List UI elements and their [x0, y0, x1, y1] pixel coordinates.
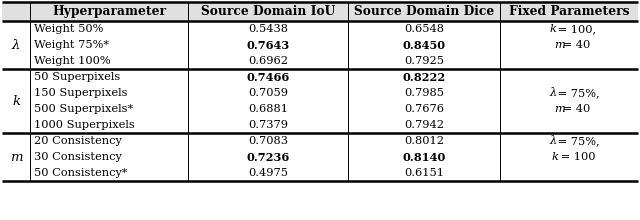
Text: 150 Superpixels: 150 Superpixels: [34, 88, 127, 98]
Text: 0.7676: 0.7676: [404, 104, 444, 114]
Text: m: m: [10, 150, 22, 163]
Text: 30 Consistency: 30 Consistency: [34, 152, 122, 162]
Text: m: m: [554, 104, 565, 114]
Text: 500 Superpixels*: 500 Superpixels*: [34, 104, 133, 114]
Text: = 40: = 40: [559, 104, 591, 114]
Text: = 100: = 100: [557, 152, 595, 162]
Text: k: k: [12, 95, 20, 108]
Text: 0.4975: 0.4975: [248, 168, 288, 178]
Bar: [2, 2, 638, 181]
Text: Weight 75%*: Weight 75%*: [34, 40, 109, 50]
Text: = 75%,: = 75%,: [554, 136, 600, 146]
Text: = 75%,: = 75%,: [554, 88, 600, 98]
Text: 50 Consistency*: 50 Consistency*: [34, 168, 127, 178]
Text: k: k: [552, 152, 559, 162]
Text: 0.7925: 0.7925: [404, 56, 444, 66]
Text: 0.7466: 0.7466: [246, 72, 290, 82]
Text: 0.6962: 0.6962: [248, 56, 288, 66]
Text: 0.8222: 0.8222: [403, 72, 445, 82]
Text: 20 Consistency: 20 Consistency: [34, 136, 122, 146]
Text: 0.7942: 0.7942: [404, 120, 444, 130]
Text: k: k: [549, 24, 556, 34]
Text: 0.7083: 0.7083: [248, 136, 288, 146]
Text: m: m: [554, 40, 565, 50]
Text: 1000 Superpixels: 1000 Superpixels: [34, 120, 135, 130]
Text: Source Domain IoU: Source Domain IoU: [201, 5, 335, 18]
Text: 0.7059: 0.7059: [248, 88, 288, 98]
Text: Source Domain Dice: Source Domain Dice: [354, 5, 494, 18]
Text: 0.6548: 0.6548: [404, 24, 444, 34]
Text: λ: λ: [549, 136, 557, 146]
Text: 0.7236: 0.7236: [246, 152, 290, 163]
Text: λ: λ: [549, 88, 557, 98]
Text: λ: λ: [12, 38, 20, 51]
Text: 0.7985: 0.7985: [404, 88, 444, 98]
Text: 0.7379: 0.7379: [248, 120, 288, 130]
Text: 0.7643: 0.7643: [246, 40, 290, 51]
Text: = 100,: = 100,: [554, 24, 596, 34]
Text: 0.6881: 0.6881: [248, 104, 288, 114]
Text: 0.6151: 0.6151: [404, 168, 444, 178]
Text: 0.8140: 0.8140: [403, 152, 445, 163]
Text: 0.5438: 0.5438: [248, 24, 288, 34]
Text: Fixed Parameters: Fixed Parameters: [509, 5, 629, 18]
Text: Weight 50%: Weight 50%: [34, 24, 104, 34]
Text: 50 Superpixels: 50 Superpixels: [34, 72, 120, 82]
Bar: [2, 2, 638, 21]
Text: Weight 100%: Weight 100%: [34, 56, 111, 66]
Text: 0.8450: 0.8450: [403, 40, 445, 51]
Text: 0.8012: 0.8012: [404, 136, 444, 146]
Text: = 40: = 40: [559, 40, 591, 50]
Text: Hyperparameter: Hyperparameter: [52, 5, 166, 18]
